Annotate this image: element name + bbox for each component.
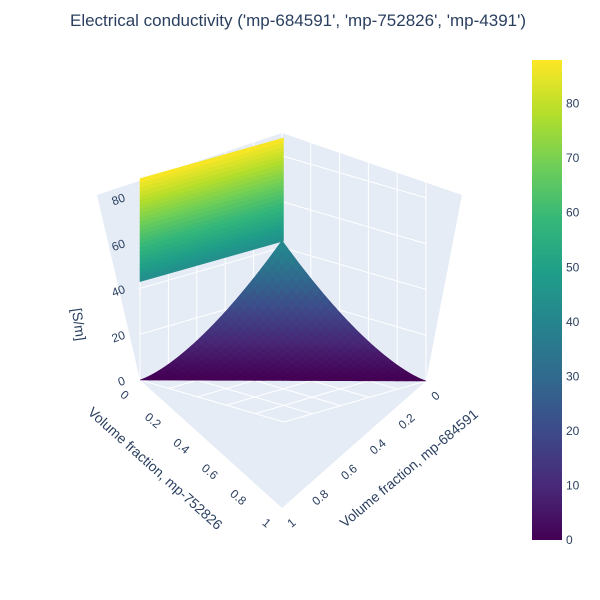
surface-patch [187,378,198,381]
floor-gridline [283,380,427,423]
surface-wall-patch [139,137,284,184]
wall-gridline [281,155,427,199]
colorbar-tick-label: 0 [566,533,573,547]
surface-patch [349,378,360,382]
floor-gridline [139,379,285,423]
colorbar-tick-label: 40 [566,315,580,329]
surface-patch [378,378,388,382]
z-tick-label: 80 [110,190,128,208]
surface-patch [387,378,398,382]
colorbar-tick-label: 70 [566,151,580,165]
surface-patch [301,378,312,381]
surface-patch [168,377,179,381]
surface-patch [406,378,417,382]
colorbar-tick-label: 80 [566,97,580,111]
surface [139,137,427,382]
surface-patch [254,378,265,381]
surface-patch [244,378,255,381]
surface-patch [216,378,226,381]
z-tick-label: 20 [110,328,128,346]
chart-title: Electrical conductivity ('mp-684591', 'm… [70,11,526,30]
surface-patch [149,377,160,381]
x-tick-label: 0 [428,388,442,403]
surface-patch [340,378,350,382]
z-tick-label: 0 [116,374,127,390]
wall-gridline [139,246,283,289]
surface-patch [178,378,188,381]
colorbar-ticks: 0 10 20 30 40 50 60 70 80 [566,97,580,547]
y-tick-label: 0 [118,387,132,402]
x-tick-label: 1 [284,515,298,530]
surface-patch [263,378,274,381]
z-axis-title: [S/m] [69,307,89,342]
wall-gridline [281,201,427,245]
floor [140,339,426,508]
colorbar-tick-label: 50 [566,260,580,274]
x-tick-label: 0.8 [309,487,331,509]
y-tick-label: 1 [260,515,274,530]
y-tick-label: 0.8 [227,487,249,509]
y-tick-label: 0.6 [199,461,221,483]
colorbar: 0 10 20 30 40 50 60 70 80 [532,60,580,547]
surface-patch [397,378,408,382]
surface-patch [225,378,236,381]
surface-patch [330,378,341,382]
wall-gridline [281,246,427,290]
surface-patch [292,378,303,381]
surface-patch [311,378,322,381]
colorbar-tick-label: 60 [566,206,580,220]
surface-patch [368,378,379,382]
surface-patch [321,378,331,381]
surface-patch [416,378,427,382]
surface-patch [273,378,284,381]
surface-patch [235,378,245,381]
colorbar-tick-label: 30 [566,369,580,383]
x-tick-label: 0.4 [367,436,389,458]
surface-patch [158,377,169,381]
surface-patch [359,378,369,382]
y-tick-label: 0.2 [142,410,164,432]
colorbar-tick-label: 10 [566,478,580,492]
surface-patch [206,378,217,381]
z-tick-label: 60 [110,236,128,254]
colorbar-tick-label: 20 [566,424,580,438]
surface-patch [282,378,293,381]
x-tick-label: 0.6 [338,461,360,483]
z-tick-label: 40 [110,282,128,300]
colorbar-gradient [532,60,562,540]
x-tick-label: 0.2 [396,410,418,432]
y-tick-label: 0.4 [170,435,192,457]
surface-patch [197,378,207,381]
surface-patch [139,377,150,381]
